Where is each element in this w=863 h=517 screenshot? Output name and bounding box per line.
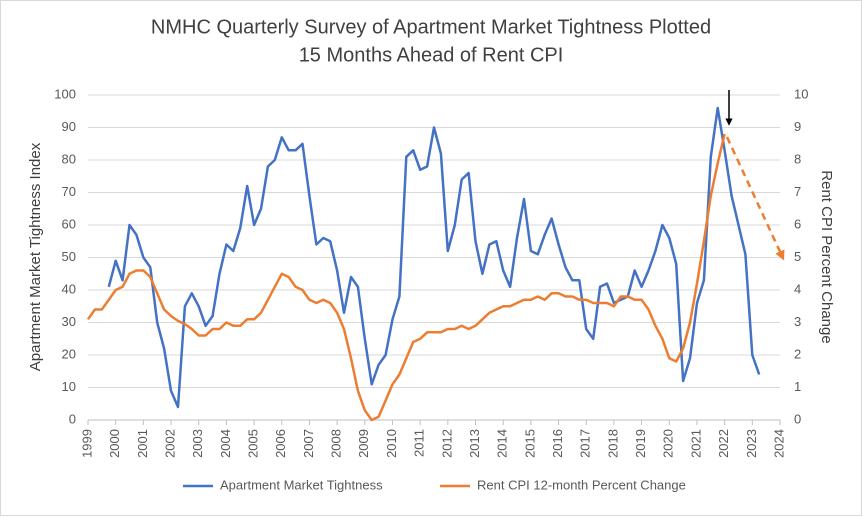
x-tick-label: 2008 bbox=[329, 429, 344, 458]
y2-tick-label: 9 bbox=[794, 119, 801, 134]
x-tick-label: 2022 bbox=[716, 429, 731, 458]
plot-area: 0 10 20 30 40 50 60 70 80 90 100 0 1 2 3 4 5 6 7 8 9 10 1999 20… bbox=[54, 86, 808, 457]
x-tick-label: 2012 bbox=[439, 429, 454, 458]
legend-label: Apartment Market Tightness bbox=[220, 477, 383, 492]
x-tick-label: 1999 bbox=[79, 429, 94, 458]
y-tick-label: 100 bbox=[54, 86, 76, 101]
series-line bbox=[107, 106, 761, 409]
x-tick-label: 2015 bbox=[522, 429, 537, 458]
y-axis-title: Apartment Market Tightness Index bbox=[27, 142, 44, 371]
y2-tick-label: 0 bbox=[794, 411, 801, 426]
x-tick-label: 2009 bbox=[356, 429, 371, 458]
x-tick-label: 2016 bbox=[550, 429, 565, 458]
y2-tick-label: 1 bbox=[794, 379, 801, 394]
y2-tick-label: 2 bbox=[794, 346, 801, 361]
series-line bbox=[86, 133, 726, 422]
y-tick-label: 90 bbox=[62, 119, 76, 134]
x-tick-label: 2010 bbox=[384, 429, 399, 458]
y-tick-label: 80 bbox=[62, 151, 76, 166]
chart-title: 15 Months Ahead of Rent CPI bbox=[299, 44, 564, 66]
x-tick-label: 2024 bbox=[771, 429, 786, 458]
chart-title: NMHC Quarterly Survey of Apartment Marke… bbox=[151, 16, 711, 38]
x-tick-label: 2023 bbox=[744, 429, 759, 458]
x-tick-label: 2005 bbox=[246, 429, 261, 458]
y2-tick-label: 7 bbox=[794, 184, 801, 199]
legend-label: Rent CPI 12-month Percent Change bbox=[477, 477, 686, 492]
x-tick-label: 2014 bbox=[495, 429, 510, 458]
y2-tick-label: 4 bbox=[794, 281, 801, 296]
x-tick-label: 2013 bbox=[467, 429, 482, 458]
y2-tick-label: 6 bbox=[794, 216, 801, 231]
x-tick-label: 2011 bbox=[412, 429, 427, 457]
legend: Apartment Market Tightness Rent CPI 12-mo… bbox=[183, 477, 686, 492]
y2-tick-label: 10 bbox=[794, 86, 808, 101]
y-tick-label: 0 bbox=[69, 411, 76, 426]
x-tick-label: 2020 bbox=[661, 429, 676, 458]
x-tick-label: 2004 bbox=[218, 429, 233, 458]
x-tick-label: 2018 bbox=[605, 429, 620, 458]
y-tick-label: 10 bbox=[62, 379, 76, 394]
x-tick-label: 2017 bbox=[578, 429, 593, 458]
y2-tick-label: 5 bbox=[794, 249, 801, 264]
y-tick-label: 30 bbox=[62, 314, 76, 329]
y2-tick-label: 8 bbox=[794, 151, 801, 166]
x-tick-label: 2003 bbox=[190, 429, 205, 458]
x-tick-label: 2001 bbox=[135, 429, 150, 458]
forecast-arrow bbox=[725, 136, 785, 261]
y-tick-label: 60 bbox=[62, 216, 76, 231]
y-tick-label: 50 bbox=[62, 249, 76, 264]
x-tick-label: 2006 bbox=[273, 429, 288, 458]
x-tick-label: 2007 bbox=[301, 429, 316, 458]
x-tick-label: 2000 bbox=[107, 429, 122, 458]
x-tick-label: 2002 bbox=[162, 429, 177, 458]
x-tick-label: 2021 bbox=[688, 429, 703, 458]
y-tick-label: 40 bbox=[62, 281, 76, 296]
y-tick-label: 20 bbox=[62, 346, 76, 361]
y2-tick-label: 3 bbox=[794, 314, 801, 329]
y2-axis-title: Rent CPI Percent Change bbox=[818, 170, 835, 343]
y-tick-label: 70 bbox=[62, 184, 76, 199]
x-tick-label: 2019 bbox=[633, 429, 648, 458]
